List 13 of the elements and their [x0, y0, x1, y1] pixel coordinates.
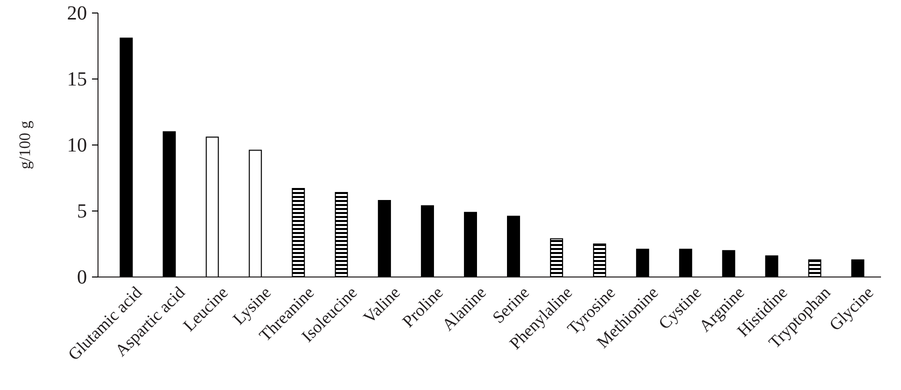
y-tick-label: 10: [67, 134, 87, 156]
bar: [334, 192, 348, 278]
y-tick-label: 15: [67, 68, 87, 90]
y-tick-label: 0: [77, 266, 87, 288]
y-tick-label: 20: [67, 2, 87, 24]
bar: [162, 131, 176, 278]
bar: [292, 188, 305, 278]
y-axis-title: g/100 g: [17, 120, 34, 170]
y-tick-label: 5: [77, 200, 87, 222]
bar: [378, 200, 391, 278]
bar: [120, 38, 133, 278]
bar: [420, 205, 434, 278]
bar: [464, 212, 478, 278]
